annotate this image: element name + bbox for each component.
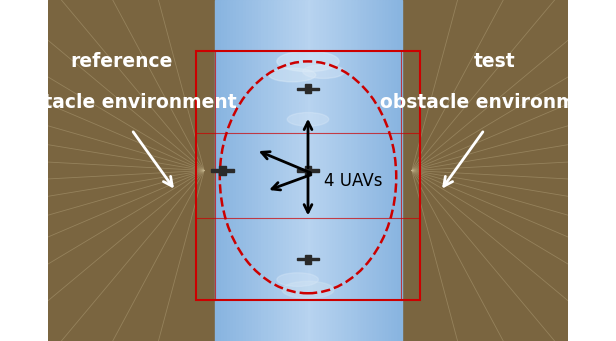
Bar — [346, 0, 349, 341]
Ellipse shape — [277, 273, 318, 286]
Bar — [217, 0, 221, 341]
Bar — [258, 0, 262, 341]
Text: obstacle environment: obstacle environment — [379, 93, 610, 112]
Bar — [255, 0, 259, 341]
Bar — [349, 0, 352, 341]
Ellipse shape — [269, 68, 316, 82]
Bar — [249, 0, 253, 341]
Bar — [302, 0, 306, 341]
Bar — [304, 166, 312, 175]
Bar — [330, 0, 333, 341]
Bar — [367, 0, 371, 341]
Bar — [299, 0, 302, 341]
Bar — [243, 0, 246, 341]
Bar — [386, 0, 389, 341]
Bar — [379, 0, 383, 341]
Bar — [286, 0, 290, 341]
Bar — [355, 0, 359, 341]
Bar — [326, 0, 330, 341]
Bar — [274, 0, 277, 341]
Bar — [392, 0, 395, 341]
Bar — [240, 0, 243, 341]
Bar — [267, 0, 271, 341]
Bar — [224, 0, 227, 341]
Bar — [290, 0, 293, 341]
Bar — [227, 0, 230, 341]
Bar — [211, 169, 234, 172]
Bar — [296, 169, 320, 172]
Bar — [395, 0, 399, 341]
Bar — [237, 0, 240, 341]
Bar — [376, 0, 380, 341]
Bar — [383, 0, 386, 341]
Bar — [293, 0, 296, 341]
Bar — [336, 0, 339, 341]
Bar — [317, 0, 321, 341]
Bar — [308, 0, 312, 341]
Bar — [342, 0, 346, 341]
Bar — [361, 0, 365, 341]
Text: 4 UAVs: 4 UAVs — [323, 172, 382, 190]
Bar — [370, 0, 374, 341]
Bar — [373, 0, 377, 341]
Bar — [277, 0, 280, 341]
Bar — [296, 88, 320, 90]
Bar — [399, 0, 402, 341]
Ellipse shape — [277, 51, 339, 72]
Bar — [304, 255, 312, 264]
Bar — [304, 84, 312, 93]
Bar — [280, 0, 283, 341]
Text: obstacle environment: obstacle environment — [6, 93, 237, 112]
Bar — [261, 0, 265, 341]
Ellipse shape — [282, 281, 334, 298]
Bar — [246, 0, 249, 341]
Bar — [221, 0, 224, 341]
Ellipse shape — [287, 113, 329, 126]
Bar — [296, 258, 320, 260]
Bar — [233, 0, 237, 341]
Bar — [320, 0, 324, 341]
Bar — [230, 0, 234, 341]
Bar — [323, 0, 327, 341]
Text: test: test — [474, 52, 516, 71]
Bar — [339, 0, 342, 341]
Text: reference: reference — [70, 52, 172, 71]
Bar — [296, 0, 299, 341]
Bar — [333, 0, 336, 341]
Ellipse shape — [303, 65, 344, 78]
Bar — [214, 0, 218, 341]
Bar — [252, 0, 256, 341]
Bar — [197, 51, 419, 300]
Bar — [270, 0, 274, 341]
Bar — [352, 0, 355, 341]
Bar — [314, 0, 318, 341]
Bar — [389, 0, 392, 341]
Bar — [283, 0, 286, 341]
Bar — [219, 166, 226, 175]
Bar — [358, 0, 362, 341]
Bar — [305, 0, 309, 341]
Bar — [311, 0, 315, 341]
Bar — [364, 0, 368, 341]
Bar — [264, 0, 268, 341]
